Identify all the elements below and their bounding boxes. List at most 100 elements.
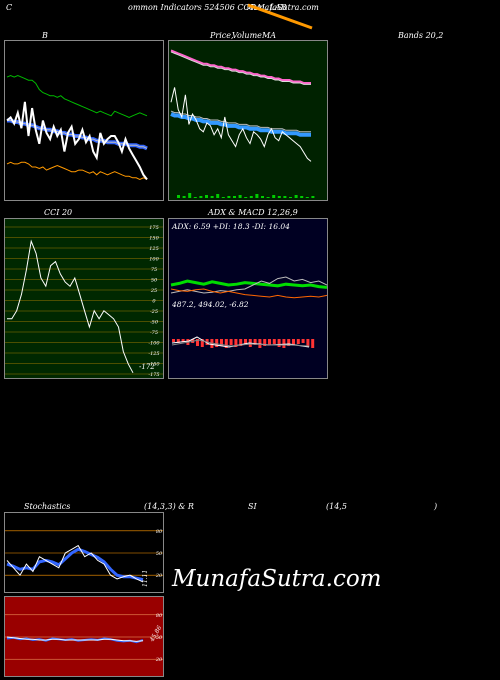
volume-bar [221, 197, 225, 198]
macd-hist-bar [282, 339, 286, 348]
macd-hist-bar [263, 339, 267, 346]
stoch-tick-label: 50 [156, 551, 163, 557]
cci-tick-label: -100 [148, 341, 160, 347]
cci-tick-label: 150 [149, 236, 159, 242]
macd-hist-bar [292, 339, 295, 345]
macd-hist-bar [277, 339, 281, 347]
macd-hist-bar [272, 339, 276, 344]
cci-tick-label: -25 [150, 309, 158, 315]
macd-hist-bar [253, 339, 257, 345]
cci-tick-label: -50 [150, 320, 159, 326]
volume-bar [272, 195, 276, 198]
volume-bar [249, 196, 253, 198]
minus-di-line [170, 288, 327, 299]
macd-hist-bar [268, 339, 271, 345]
header-c: C [6, 3, 13, 12]
rsi-signal-line [6, 636, 144, 642]
price-panel [168, 40, 328, 201]
volume-bar [261, 196, 264, 198]
cci-line [7, 239, 134, 374]
price-title-b: Volume [232, 31, 262, 40]
chart-title: ommon Indicators 524506 CORAL LAB [128, 3, 287, 12]
volume-bar [294, 195, 298, 198]
volume-bar [210, 196, 214, 198]
cci-tick-label: 0 [152, 299, 156, 305]
cci-tick-label: -75 [150, 330, 158, 336]
macd-hist-bar [234, 339, 238, 347]
macd-hist-bar [224, 339, 228, 348]
volume-bar [177, 195, 180, 198]
volume-bar [283, 196, 287, 198]
pv-ma-long [170, 49, 311, 84]
macd-values: 487.2, 494.02, -6.82 [172, 300, 249, 309]
stoch-tick-label: 20 [155, 573, 163, 579]
macd-hist-bar [220, 339, 223, 346]
pv-ma-long-edge [170, 51, 311, 85]
watermark: MunafaSutra.com [172, 566, 382, 592]
cci-tick-label: -175 [148, 372, 159, 378]
macd-hist-bar [258, 339, 262, 348]
stoch-title: Stochastics [24, 502, 71, 511]
cci-tick-label: -150 [148, 362, 160, 368]
volume-bar [289, 197, 292, 198]
bb-lower-band [6, 161, 148, 180]
site-label: MunafaSutra.com [246, 3, 319, 12]
pv-ma-short [170, 112, 311, 137]
macd-signal-line [171, 339, 310, 347]
cci-tick-label: -125 [148, 351, 159, 357]
cci-tick-label: 175 [149, 225, 159, 231]
volume-bar [305, 197, 309, 198]
bb-upper-band [6, 74, 148, 118]
macd-hist-bar [200, 339, 204, 347]
cci-last-value: -172 [139, 363, 155, 371]
pv-price-line [170, 87, 312, 162]
macd-hist-bar [181, 339, 185, 342]
macd-hist-bar [244, 339, 247, 344]
stoch-k-line [6, 544, 144, 583]
adx-values: ADX: 6.59 +DI: 18.3 -DI: 16.04 [172, 222, 290, 231]
cci-tick-label: 25 [150, 288, 157, 294]
volume-bar [266, 197, 270, 198]
macd-hist-bar [229, 339, 233, 345]
macd-hist-bar [296, 339, 300, 344]
rsi-tick-label: 80 [156, 613, 163, 619]
cci-title: CCI 20 [44, 208, 73, 217]
volume-bar [277, 196, 281, 198]
macd-hist-bar [306, 339, 310, 347]
plus-di-line [170, 276, 327, 294]
rsi-close-paren: ) [434, 502, 438, 511]
macd-hist-bar [239, 339, 243, 346]
macd-hist-bar [301, 339, 305, 343]
stoch-tick-label: 80 [156, 529, 163, 535]
rsi-panel: 80 50 20 45.86 [4, 596, 164, 677]
stoch-last-value: 11.11 [142, 570, 149, 587]
volume-bar [300, 196, 304, 198]
volume-bar [227, 196, 231, 198]
rsi-tick-label: 50 [156, 635, 163, 641]
volume-bar [188, 193, 192, 198]
macd-line [171, 336, 310, 348]
volume-bar [199, 196, 203, 198]
macd-hist-bar [196, 339, 199, 346]
volume-bar [244, 197, 248, 198]
volume-bar [193, 197, 197, 198]
adx-macd-title: ADX & MACD 12,26,9 [208, 208, 298, 217]
cci-tick-label: 75 [151, 267, 157, 273]
volume-bar [255, 194, 259, 198]
cci-tick-label: 125 [149, 246, 159, 252]
bb-price-line [6, 101, 148, 181]
stoch-params: (14,3,3) & R [144, 502, 194, 511]
volume-bar [238, 195, 242, 198]
volume-bar [182, 196, 186, 198]
macd-hist-bar [215, 339, 219, 347]
volume-bar [233, 196, 236, 198]
stoch-panel: 80 50 20 11.11 [4, 512, 164, 593]
rsi-tick-label: 20 [155, 657, 163, 663]
volume-bar [311, 196, 315, 198]
cci-panel: 175 150 125 100 75 50 25 0 -25 -50 -75 -100 -125 -150… [4, 218, 164, 379]
cci-tick-label: 50 [151, 278, 158, 284]
price-title-a: Price, [210, 31, 234, 40]
rsi-params: (14,5 [326, 502, 347, 511]
macd-hist-bar [176, 339, 180, 343]
macd-hist-bar [311, 339, 315, 348]
